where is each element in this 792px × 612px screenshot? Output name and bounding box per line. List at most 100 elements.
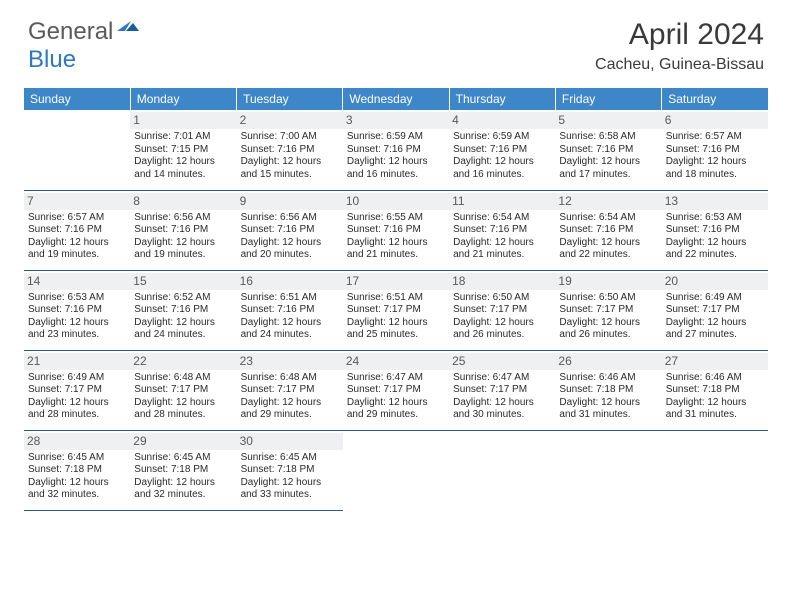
daylight-text: Daylight: 12 hours <box>241 397 339 410</box>
calendar-cell: 6Sunrise: 6:57 AMSunset: 7:16 PMDaylight… <box>662 110 768 190</box>
sunset-text: Sunset: 7:16 PM <box>347 144 445 157</box>
calendar-cell: 17Sunrise: 6:51 AMSunset: 7:17 PMDayligh… <box>343 270 449 350</box>
sunset-text: Sunset: 7:16 PM <box>347 224 445 237</box>
daylight-text: Daylight: 12 hours <box>134 317 232 330</box>
calendar-cell: 21Sunrise: 6:49 AMSunset: 7:17 PMDayligh… <box>24 350 130 430</box>
day-number: 18 <box>449 273 555 290</box>
daylight-text: Daylight: 12 hours <box>453 156 551 169</box>
sunset-text: Sunset: 7:17 PM <box>347 384 445 397</box>
daylight-text: and 16 minutes. <box>347 169 445 182</box>
daylight-text: Daylight: 12 hours <box>666 397 764 410</box>
sunrise-text: Sunrise: 6:51 AM <box>347 292 445 305</box>
weekday-header: Saturday <box>662 88 768 110</box>
sunrise-text: Sunrise: 6:59 AM <box>347 131 445 144</box>
sunset-text: Sunset: 7:16 PM <box>453 144 551 157</box>
day-number: 10 <box>343 193 449 210</box>
calendar-cell: 30Sunrise: 6:45 AMSunset: 7:18 PMDayligh… <box>237 430 343 510</box>
sunset-text: Sunset: 7:16 PM <box>241 224 339 237</box>
day-number: 29 <box>130 433 236 450</box>
logo: General <box>28 18 143 46</box>
day-number: 7 <box>24 193 130 210</box>
sunset-text: Sunset: 7:16 PM <box>241 144 339 157</box>
day-number: 9 <box>237 193 343 210</box>
sunrise-text: Sunrise: 6:53 AM <box>666 212 764 225</box>
calendar-cell: 24Sunrise: 6:47 AMSunset: 7:17 PMDayligh… <box>343 350 449 430</box>
day-number: 22 <box>130 353 236 370</box>
day-number: 23 <box>237 353 343 370</box>
daylight-text: and 21 minutes. <box>347 249 445 262</box>
header: General April 2024 Cacheu, Guinea-Bissau <box>0 0 792 82</box>
sunset-text: Sunset: 7:17 PM <box>453 384 551 397</box>
calendar-cell: 3Sunrise: 6:59 AMSunset: 7:16 PMDaylight… <box>343 110 449 190</box>
sunset-text: Sunset: 7:17 PM <box>453 304 551 317</box>
sunrise-text: Sunrise: 6:45 AM <box>241 452 339 465</box>
daylight-text: and 31 minutes. <box>559 409 657 422</box>
daylight-text: and 30 minutes. <box>453 409 551 422</box>
day-number: 24 <box>343 353 449 370</box>
day-number: 16 <box>237 273 343 290</box>
calendar-cell: 22 Sunrise: 6:48 AMSunset: 7:17 PMDayligh… <box>130 350 236 430</box>
daylight-text: Daylight: 12 hours <box>28 317 126 330</box>
daylight-text: and 28 minutes. <box>134 409 232 422</box>
calendar-cell: 29Sunrise: 6:45 AMSunset: 7:18 PMDayligh… <box>130 430 236 510</box>
day-number: 1 <box>130 112 236 129</box>
day-number: 6 <box>662 112 768 129</box>
calendar-body: 1Sunrise: 7:01 AMSunset: 7:15 PMDaylight… <box>24 110 768 510</box>
sunset-text: Sunset: 7:16 PM <box>28 304 126 317</box>
sunset-text: Sunset: 7:16 PM <box>134 304 232 317</box>
sunset-text: Sunset: 7:18 PM <box>134 464 232 477</box>
sunset-text: Sunset: 7:17 PM <box>666 304 764 317</box>
sunset-text: Sunset: 7:17 PM <box>134 384 232 397</box>
daylight-text: and 17 minutes. <box>559 169 657 182</box>
calendar-cell: 19Sunrise: 6:50 AMSunset: 7:17 PMDayligh… <box>555 270 661 350</box>
sunrise-text: Sunrise: 6:50 AM <box>559 292 657 305</box>
day-number: 2 <box>237 112 343 129</box>
sunrise-text: Sunrise: 6:54 AM <box>559 212 657 225</box>
daylight-text: Daylight: 12 hours <box>559 397 657 410</box>
sunrise-text: Sunrise: 6:57 AM <box>666 131 764 144</box>
sunrise-text: Sunrise: 6:48 AM <box>134 372 232 385</box>
sunrise-text: Sunrise: 6:55 AM <box>347 212 445 225</box>
sunset-text: Sunset: 7:16 PM <box>559 224 657 237</box>
day-number: 11 <box>449 193 555 210</box>
daylight-text: Daylight: 12 hours <box>347 397 445 410</box>
sunrise-text: Sunrise: 6:58 AM <box>559 131 657 144</box>
daylight-text: and 21 minutes. <box>453 249 551 262</box>
daylight-text: Daylight: 12 hours <box>241 156 339 169</box>
daylight-text: Daylight: 12 hours <box>666 156 764 169</box>
location-subtitle: Cacheu, Guinea-Bissau <box>595 56 764 74</box>
daylight-text: and 33 minutes. <box>241 489 339 502</box>
sunrise-text: Sunrise: 6:56 AM <box>134 212 232 225</box>
day-number: 4 <box>449 112 555 129</box>
daylight-text: Daylight: 12 hours <box>453 317 551 330</box>
sunrise-text: Sunrise: 7:00 AM <box>241 131 339 144</box>
daylight-text: and 18 minutes. <box>666 169 764 182</box>
daylight-text: and 26 minutes. <box>559 329 657 342</box>
daylight-text: and 28 minutes. <box>28 409 126 422</box>
daylight-text: Daylight: 12 hours <box>134 397 232 410</box>
daylight-text: Daylight: 12 hours <box>666 317 764 330</box>
daylight-text: Daylight: 12 hours <box>241 477 339 490</box>
calendar-cell: 26Sunrise: 6:46 AMSunset: 7:18 PMDayligh… <box>555 350 661 430</box>
daylight-text: Daylight: 12 hours <box>28 397 126 410</box>
calendar-cell: 4Sunrise: 6:59 AMSunset: 7:16 PMDaylight… <box>449 110 555 190</box>
calendar-cell <box>662 430 768 510</box>
day-number: 5 <box>555 112 661 129</box>
calendar-cell: 20Sunrise: 6:49 AMSunset: 7:17 PMDayligh… <box>662 270 768 350</box>
calendar-cell: 10Sunrise: 6:55 AMSunset: 7:16 PMDayligh… <box>343 190 449 270</box>
sunrise-text: Sunrise: 6:49 AM <box>28 372 126 385</box>
day-number: 19 <box>555 273 661 290</box>
day-number: 17 <box>343 273 449 290</box>
daylight-text: Daylight: 12 hours <box>347 317 445 330</box>
calendar-cell: 16Sunrise: 6:51 AMSunset: 7:16 PMDayligh… <box>237 270 343 350</box>
daylight-text: and 22 minutes. <box>559 249 657 262</box>
daylight-text: Daylight: 12 hours <box>347 156 445 169</box>
logo-text-gray: General <box>28 18 113 46</box>
daylight-text: Daylight: 12 hours <box>134 156 232 169</box>
day-number: 27 <box>662 353 768 370</box>
calendar-cell: 15Sunrise: 6:52 AMSunset: 7:16 PMDayligh… <box>130 270 236 350</box>
weekday-header: Friday <box>555 88 661 110</box>
daylight-text: Daylight: 12 hours <box>241 237 339 250</box>
logo-text-blue: Blue <box>28 46 76 73</box>
calendar-cell: 23Sunrise: 6:48 AMSunset: 7:17 PMDayligh… <box>237 350 343 430</box>
